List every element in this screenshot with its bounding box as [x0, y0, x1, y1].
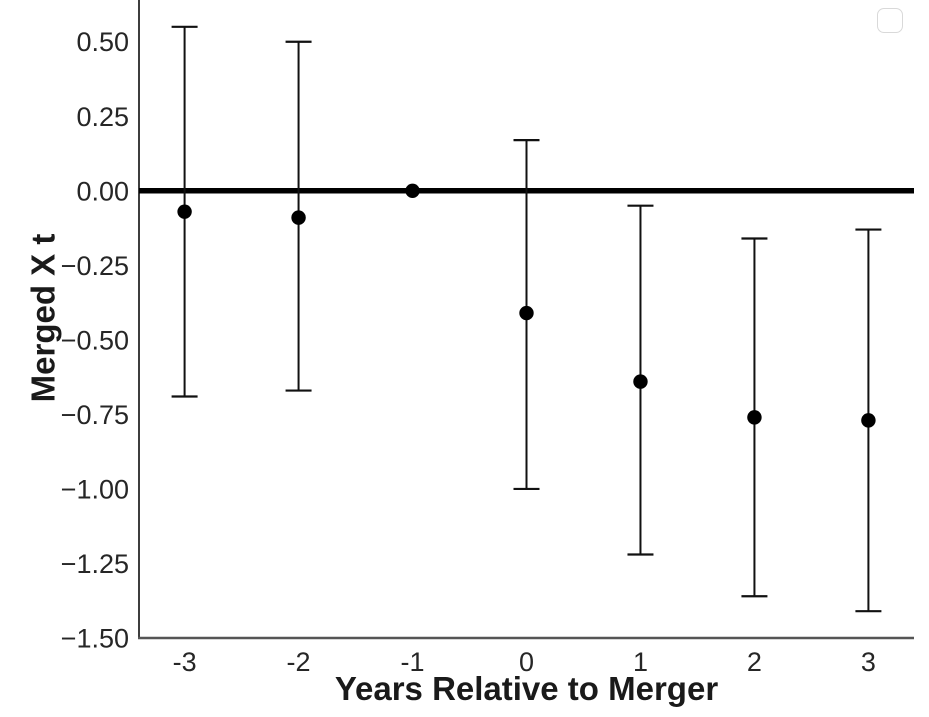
x-tick-label: 3 — [861, 647, 876, 677]
y-tick-label: −0.50 — [61, 325, 129, 355]
y-tick-label: −1.50 — [61, 624, 129, 654]
y-tick-label: −0.25 — [61, 251, 129, 281]
y-tick-label: 0.50 — [76, 27, 129, 57]
estimate-point — [519, 305, 534, 321]
x-tick-label: -2 — [287, 647, 311, 677]
y-tick-label: 0.25 — [76, 102, 129, 132]
y-axis-title: Merged X t — [24, 233, 62, 403]
estimate-point — [291, 210, 306, 225]
y-tick-label: −1.25 — [61, 549, 129, 579]
estimate-point — [747, 410, 762, 425]
y-tick-label: 0.00 — [76, 176, 129, 206]
x-tick-label: -3 — [173, 647, 197, 677]
estimate-point — [861, 413, 876, 428]
x-axis-title: Years Relative to Merger — [334, 670, 719, 707]
x-tick-label: 1 — [633, 647, 648, 677]
y-tick-label: −0.75 — [61, 400, 129, 430]
estimate-point — [633, 374, 648, 389]
legend-box — [877, 8, 903, 33]
x-tick-label: 2 — [747, 647, 762, 677]
estimate-point — [405, 183, 420, 199]
estimate-point — [177, 204, 192, 219]
y-tick-label: −1.00 — [61, 474, 129, 504]
x-tick-label: -1 — [401, 647, 425, 677]
x-tick-label: 0 — [519, 647, 534, 677]
